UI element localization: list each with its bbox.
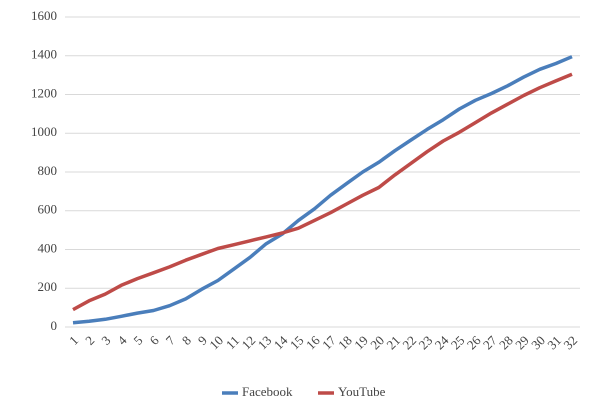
- x-tick-label: 4: [114, 332, 130, 348]
- y-tick-label: 1000: [31, 124, 57, 139]
- x-tick-label: 8: [179, 333, 194, 348]
- x-tick-label: 6: [147, 332, 163, 348]
- series-line: [72, 55, 573, 325]
- x-tick-label: 7: [163, 332, 179, 348]
- y-tick-label: 400: [38, 240, 58, 255]
- series-line: [72, 72, 573, 312]
- y-tick-label: 1200: [31, 85, 57, 100]
- y-tick-label: 0: [51, 318, 58, 333]
- y-tick-label: 600: [38, 202, 58, 217]
- x-tick-label: 5: [130, 333, 145, 348]
- y-tick-label: 1400: [31, 47, 57, 62]
- x-tick-label: 2: [82, 333, 97, 348]
- legend-label: YouTube: [338, 384, 386, 399]
- x-tick-label: 3: [98, 333, 113, 348]
- y-tick-label: 200: [38, 279, 58, 294]
- x-tick-label: 32: [560, 333, 580, 353]
- y-tick-label: 1600: [31, 8, 57, 23]
- x-tick-label: 1: [66, 333, 81, 348]
- y-tick-label: 800: [38, 163, 58, 178]
- legend-label: Facebook: [242, 384, 293, 399]
